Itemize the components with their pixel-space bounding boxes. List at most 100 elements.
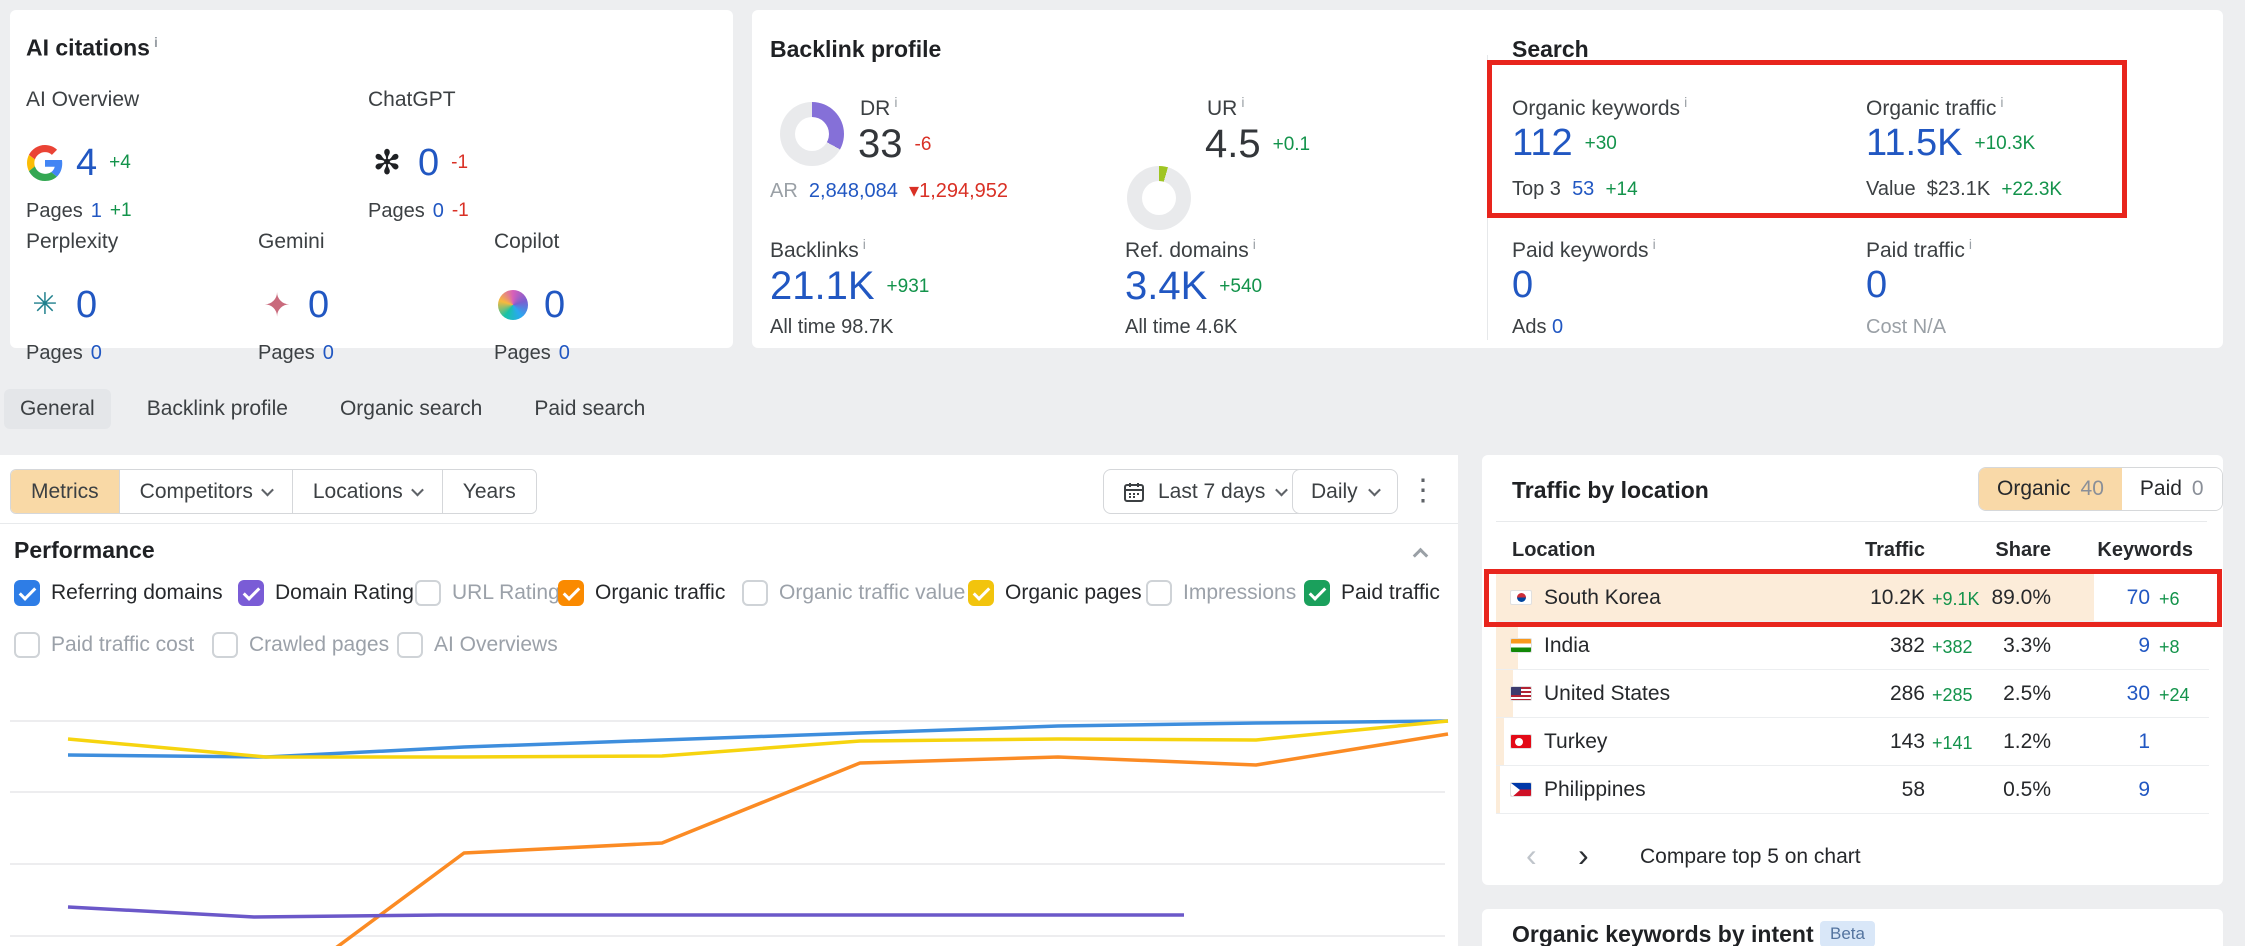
unchecked-checkbox-icon[interactable] (1146, 580, 1172, 606)
info-icon[interactable]: i (1969, 236, 1972, 252)
keywords-value[interactable]: 30 (2127, 682, 2150, 706)
traffic-value: 58 (1902, 778, 1925, 802)
info-icon[interactable]: i (863, 236, 866, 252)
checked-checkbox-icon[interactable] (1304, 580, 1330, 606)
series-referring-domains (68, 721, 1448, 757)
pager-prev-icon[interactable]: ‹ (1526, 837, 1537, 874)
dr-label: DRi (860, 94, 897, 121)
organic-paid-toggle: Organic 40 Paid 0 (1978, 467, 2223, 511)
calendar-icon (1122, 480, 1146, 504)
ar-value[interactable]: 2,848,084 (809, 180, 898, 202)
location-row-philippines[interactable]: Philippines580.5%9 (1482, 766, 2223, 814)
metric-checkbox-referring-domains[interactable]: Referring domains (14, 579, 223, 607)
info-icon[interactable]: i (154, 34, 158, 50)
metric-checkbox-impressions[interactable]: Impressions (1146, 579, 1296, 607)
tab-organic-search[interactable]: Organic search (324, 389, 498, 429)
segment-competitors[interactable]: Competitors (119, 470, 292, 513)
metric-checkbox-url-rating[interactable]: URL Rating (415, 579, 560, 607)
location-row-turkey[interactable]: Turkey143+1411.2%1 (1482, 718, 2223, 766)
unchecked-checkbox-icon[interactable] (397, 632, 423, 658)
metric-checkbox-organic-traffic[interactable]: Organic traffic (558, 579, 725, 607)
keywords-value[interactable]: 1 (2138, 730, 2150, 754)
segment-locations[interactable]: Locations (292, 470, 442, 513)
location-row-india[interactable]: India382+3823.3%9+8 (1482, 622, 2223, 670)
chevron-down-icon (261, 484, 274, 497)
south-korea-flag-icon (1510, 590, 1532, 605)
paid-traffic-label: Paid traffici (1866, 236, 1972, 263)
metric-checkbox-paid-traffic-cost[interactable]: Paid traffic cost (14, 631, 194, 659)
pager-next-icon[interactable]: › (1578, 837, 1589, 874)
location-row-united-states[interactable]: United States286+2852.5%30+24 (1482, 670, 2223, 718)
ai-citations-card: AI citationsi AI Overview 4 +4 Pages 1 +… (10, 10, 733, 348)
toggle-organic[interactable]: Organic 40 (1979, 468, 2122, 510)
share-value: 2.5% (2003, 682, 2051, 706)
col-keywords: Keywords (2097, 539, 2193, 562)
location-row-south-korea[interactable]: South Korea10.2K+9.1K89.0%70+6 (1482, 574, 2223, 622)
checkbox-label: AI Overviews (434, 633, 558, 657)
date-range-button[interactable]: Last 7 days (1103, 469, 1305, 514)
metric-checkbox-organic-traffic-value[interactable]: Organic traffic value (742, 579, 965, 607)
checked-checkbox-icon[interactable] (14, 580, 40, 606)
chart-mode-segmented-control: Metrics Competitors Locations Years (10, 469, 537, 514)
location-name: United States (1544, 682, 1670, 706)
series-organic-pages (68, 721, 1448, 757)
granularity-button[interactable]: Daily (1292, 469, 1398, 514)
info-icon[interactable]: i (894, 94, 897, 110)
metric-checkbox-paid-traffic[interactable]: Paid traffic (1304, 579, 1440, 607)
collapse-chevron-up-icon[interactable] (1413, 548, 1429, 564)
segment-metrics[interactable]: Metrics (11, 470, 119, 513)
keywords-delta: +8 (2159, 637, 2180, 658)
perplexity-icon: ✳ (26, 286, 64, 324)
ar-drop: ▾1,294,952 (909, 180, 1008, 202)
checked-checkbox-icon[interactable] (558, 580, 584, 606)
keywords-value[interactable]: 9 (2138, 778, 2150, 802)
segment-years[interactable]: Years (442, 470, 536, 513)
metric-checkbox-organic-pages[interactable]: Organic pages (968, 579, 1142, 607)
checked-checkbox-icon[interactable] (238, 580, 264, 606)
info-icon[interactable]: i (1653, 236, 1656, 252)
paid-keywords-label: Paid keywordsi (1512, 236, 1656, 263)
keywords-value[interactable]: 70 (2127, 586, 2150, 610)
tab-general[interactable]: General (4, 389, 111, 429)
unchecked-checkbox-icon[interactable] (212, 632, 238, 658)
ur-value: 4.5 (1205, 122, 1261, 167)
traffic-value: 10.2K (1870, 586, 1925, 610)
info-icon[interactable]: i (1684, 94, 1687, 110)
checkbox-label: Crawled pages (249, 633, 389, 657)
unchecked-checkbox-icon[interactable] (742, 580, 768, 606)
share-bar (1496, 766, 1500, 814)
chevron-down-icon (1368, 484, 1381, 497)
metric-checkbox-ai-overviews[interactable]: AI Overviews (397, 631, 558, 659)
ref-domains-value[interactable]: 3.4K (1125, 264, 1207, 309)
top3-value[interactable]: 53 (1572, 178, 1594, 200)
share-bar (1496, 718, 1504, 766)
metric-checkbox-domain-rating[interactable]: Domain Rating (238, 579, 414, 607)
share-value: 0.5% (2003, 778, 2051, 802)
tab-backlink-profile[interactable]: Backlink profile (131, 389, 304, 429)
dr-value: 33 (858, 122, 903, 167)
compare-top5-link[interactable]: Compare top 5 on chart (1640, 845, 1861, 869)
checkbox-label: Impressions (1183, 581, 1296, 605)
traffic-delta: +285 (1932, 685, 1973, 706)
more-options-kebab-icon[interactable]: ⋮ (1408, 473, 1438, 509)
share-value: 3.3% (2003, 634, 2051, 658)
backlink-search-card: Backlink profile DRi 33 -6 AR 2,848,084 … (752, 10, 2223, 348)
checked-checkbox-icon[interactable] (968, 580, 994, 606)
performance-line-chart[interactable] (0, 455, 1458, 946)
info-icon[interactable]: i (1241, 94, 1244, 110)
share-value: 1.2% (2003, 730, 2051, 754)
paid-traffic-value: 0 (1866, 264, 1887, 307)
organic-keywords-value[interactable]: 112 (1512, 122, 1573, 165)
metric-checkbox-crawled-pages[interactable]: Crawled pages (212, 631, 389, 659)
unchecked-checkbox-icon[interactable] (14, 632, 40, 658)
copilot-icon (494, 286, 532, 324)
unchecked-checkbox-icon[interactable] (415, 580, 441, 606)
info-icon[interactable]: i (1253, 236, 1256, 252)
info-icon[interactable]: i (2000, 94, 2003, 110)
provider-chatgpt: ChatGPT ✻ 0 -1 Pages 0 -1 (368, 88, 598, 223)
tab-paid-search[interactable]: Paid search (518, 389, 661, 429)
organic-traffic-value[interactable]: 11.5K (1866, 122, 1962, 165)
toggle-paid[interactable]: Paid 0 (2122, 468, 2222, 510)
backlinks-value[interactable]: 21.1K (770, 264, 875, 309)
keywords-value[interactable]: 9 (2138, 634, 2150, 658)
